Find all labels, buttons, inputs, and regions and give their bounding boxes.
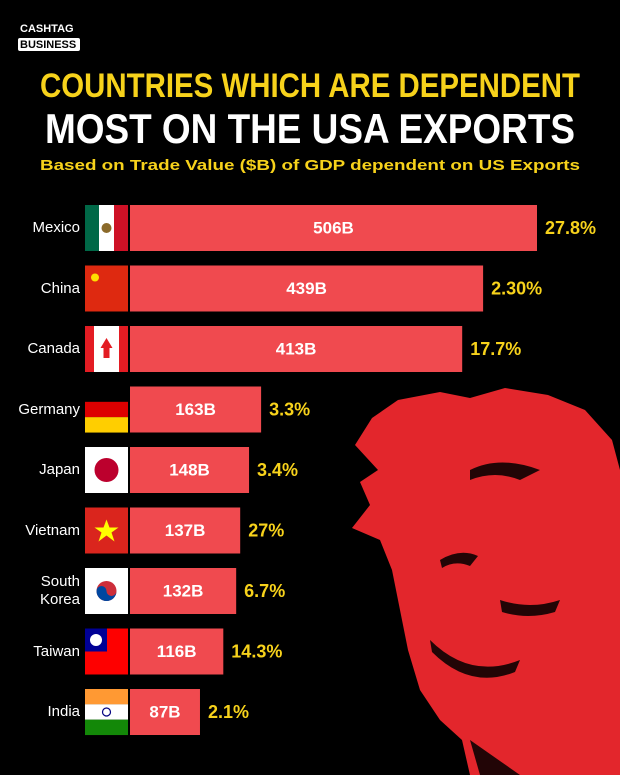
bar — [130, 386, 262, 433]
flag-icon — [85, 447, 128, 493]
flag — [85, 401, 128, 418]
chart-title: MOST ON THE USA EXPORTS — [45, 105, 575, 152]
value-label: 148B — [169, 460, 210, 479]
flag — [96, 586, 117, 601]
brand: BUSINESS — [20, 39, 76, 51]
flag-icon — [85, 507, 128, 554]
chart-subtitle: Based on Trade Value ($B) of GDP depende… — [40, 157, 580, 174]
flag — [90, 634, 102, 646]
brand: CASHTAG — [20, 23, 74, 35]
category-label: China — [40, 279, 80, 297]
bar — [130, 628, 224, 675]
flag-icon — [85, 568, 128, 614]
bar — [130, 689, 200, 735]
flag-icon — [85, 205, 128, 251]
silhouette — [352, 388, 620, 775]
value-label: 137B — [165, 521, 206, 540]
share-label: 27.8% — [545, 218, 596, 238]
share-label: 27% — [248, 520, 284, 540]
value-label: 506B — [313, 218, 354, 237]
share-label: 2.30% — [491, 278, 542, 298]
flag — [94, 519, 119, 542]
flag — [85, 704, 128, 720]
value-label: 87B — [149, 702, 180, 721]
flag-icon — [85, 386, 128, 433]
flag — [85, 417, 128, 433]
flag — [85, 265, 128, 312]
share-label: 3.3% — [269, 399, 310, 419]
flag-icon — [85, 265, 128, 312]
category-label: South Korea — [39, 573, 80, 608]
share-label: 14.3% — [231, 641, 282, 661]
category-label: Taiwan — [33, 642, 80, 660]
bar — [130, 205, 537, 251]
flag — [91, 273, 99, 282]
flag — [100, 338, 113, 358]
flag — [85, 205, 99, 251]
flag — [85, 326, 94, 372]
flag — [85, 719, 128, 736]
flag — [119, 326, 128, 372]
category-label: Japan — [39, 461, 80, 478]
flag-icon — [85, 628, 128, 675]
flag — [85, 386, 128, 402]
bar — [130, 568, 237, 614]
category-label: Mexico — [32, 219, 80, 236]
flag — [94, 458, 119, 482]
category-label: India — [47, 703, 80, 720]
category-label: Vietnam — [25, 521, 80, 539]
value-label: 116B — [157, 642, 197, 661]
flag — [101, 707, 112, 717]
bar — [130, 447, 250, 493]
brand-box — [18, 38, 80, 51]
value-label: 132B — [163, 581, 204, 600]
flag — [114, 205, 128, 251]
chart-title: COUNTRIES WHICH ARE DEPENDENT — [40, 67, 580, 105]
share-label: 17.7% — [470, 339, 521, 359]
category-label: Germany — [18, 400, 80, 418]
flag-icon — [85, 689, 128, 736]
flag — [85, 689, 128, 705]
bar — [130, 507, 241, 554]
bar — [130, 326, 463, 372]
value-label: 413B — [276, 339, 317, 358]
share-label: 6.7% — [244, 581, 285, 601]
bar — [130, 265, 484, 312]
flag — [101, 223, 112, 233]
flag-icon — [85, 326, 128, 372]
share-label: 3.4% — [257, 460, 298, 480]
category-label: Canada — [27, 340, 80, 357]
value-label: 163B — [175, 400, 216, 419]
value-label: 439B — [286, 279, 327, 298]
share-label: 2.1% — [208, 702, 249, 722]
